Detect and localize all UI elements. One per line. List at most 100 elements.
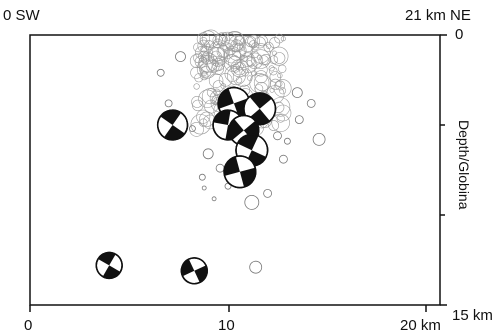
x-label-20: 20 km [400,317,441,334]
hypocenter-marker [198,89,217,108]
hypocenter-marker [201,51,214,65]
hypocenter-marker [253,74,271,92]
hypocenter-marker [256,35,268,47]
hypocenter-marker [215,32,227,45]
hypocenter-marker [231,43,247,58]
hypocenter-marker [224,65,241,82]
x-label-10: 10 [218,317,235,334]
hypocenter-marker [207,46,225,65]
hypocenter-marker [291,87,303,98]
hypocenter-marker [206,87,217,98]
hypocenter-marker [212,34,223,46]
hypocenter-marker [193,83,200,90]
hypocenter-marker [208,47,228,67]
hypocenter-marker [202,148,214,160]
hypocenter-marker [277,72,283,79]
label-depth-bottom: 15 km [452,307,493,324]
hypocenter-marker [212,80,225,92]
hypocenter-marker [207,41,228,62]
hypocenter-marker [253,36,266,49]
hypocenter-marker [275,80,283,88]
hypocenter-marker [306,99,316,108]
hypocenter-marker [201,29,220,48]
hypocenter-marker [215,163,225,173]
hypocenter-marker [263,41,274,53]
hypocenter-marker [244,194,260,210]
hypocenter-marker [269,66,278,76]
hypocenter-marker [246,52,264,69]
hypocenter-marker [269,71,281,83]
hypocenter-marker [194,73,204,83]
hypocenter-marker [222,39,238,55]
hypocenter-marker [268,120,279,131]
hypocenter-marker [198,173,206,181]
hypocenter-marker [201,185,207,191]
hypocenter-marker [283,137,291,145]
hypocenter-marker [294,115,304,124]
hypocenter-marker [200,71,209,81]
hypocenter-marker [211,196,217,202]
hypocenter-marker [274,33,284,44]
label-depth-top: 0 [455,26,463,43]
hypocenter-marker [223,48,242,66]
hypocenter-marker [260,54,272,65]
hypocenter-marker [216,44,230,58]
hypocenter-marker [235,62,244,71]
hypocenter-marker [199,63,210,75]
hypocenter-marker [273,79,292,98]
hypocenter-marker [156,68,165,77]
hypocenter-marker [278,154,288,164]
hypocenter-marker [232,61,247,76]
hypocenter-marker [269,87,275,93]
hypocenter-marker [278,64,287,74]
x-label-0: 0 [24,317,32,334]
focal-mechanism-beachball [156,109,189,141]
hypocenter-marker [230,39,243,52]
hypocenter-marker [201,71,207,77]
depth-axis-title: Depth/Globina [456,120,472,210]
hypocenter-marker [200,46,213,59]
focal-mechanisms-layer [95,86,277,285]
focal-mechanism-beachball [95,251,123,280]
focal-mechanism-beachball [243,92,277,126]
hypocenter-marker [271,113,290,133]
hypocenter-marker [190,114,211,135]
hypocenter-marker [164,99,173,108]
hypocenter-marker [258,55,269,66]
hypocenter-marker [226,66,246,86]
hypocenter-marker [218,42,235,59]
hypocenter-marker [276,114,285,123]
hypocenter-marker [238,42,253,57]
hypocenter-marker [233,35,244,46]
focal-mechanism-beachball [180,257,208,285]
hypocenter-marker [192,99,204,112]
hypocenter-marker [254,84,264,93]
hypocenter-marker [254,63,268,77]
hypocenter-marker [208,73,224,88]
hypocenter-marker [228,43,246,61]
hypocenter-marker [271,50,277,56]
hypocenter-marker [273,52,286,64]
label-sw: 0 SW [3,7,41,24]
plot-frame [29,34,441,306]
hypocenter-marker [189,122,204,137]
hypocenter-marker [268,65,275,72]
hypocenter-marker [251,50,259,59]
hypocenter-marker [175,51,186,62]
hypocenter-marker [228,35,246,53]
hypocenter-marker [232,67,253,87]
hypocenter-marker [224,30,245,52]
hypocenter-marker [274,104,292,122]
hypocenter-marker [254,70,268,84]
hypocenter-marker [247,34,260,48]
hypocenter-marker [249,260,263,274]
hypocenter-marker [269,46,289,66]
hypocenter-marker [193,42,203,52]
hypocenter-marker [312,132,326,146]
hypocenter-marker [240,52,255,68]
hypocenter-marker [188,125,196,133]
hypocenter-marker [198,54,217,73]
hypocenter-marker [245,36,257,48]
hypocenter-marker [263,188,273,198]
